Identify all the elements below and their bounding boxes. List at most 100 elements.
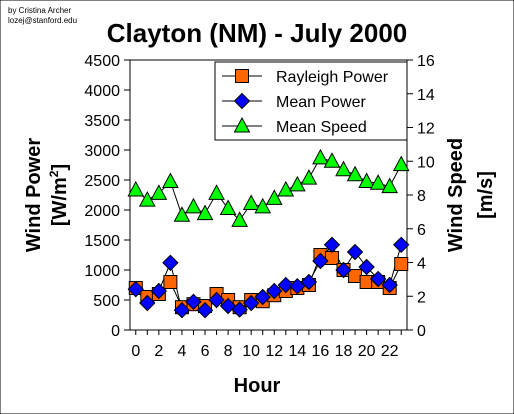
point-mean-power (289, 277, 306, 295)
point-rayleigh-power (163, 275, 178, 289)
credit-author: by Cristina Archer (8, 6, 71, 15)
x-tick-label: 4 (177, 343, 186, 360)
point-mean-speed (185, 197, 202, 214)
point-rayleigh-power (394, 257, 409, 271)
left-tick-label: 2000 (84, 203, 120, 220)
left-tick-label: 1000 (84, 263, 120, 280)
x-tick-label: 16 (312, 343, 330, 360)
left-tick-label: 500 (93, 293, 120, 310)
right-axis-ticks: 0 2 4 6 8 10 12 14 16 (407, 53, 435, 340)
point-mean-speed (369, 174, 387, 190)
point-mean-power (312, 252, 329, 270)
left-tick-label: 0 (111, 323, 120, 340)
point-mean-power (162, 254, 179, 272)
right-tick-label: 16 (417, 53, 435, 70)
point-mean-power (277, 276, 295, 294)
point-mean-speed (265, 189, 283, 205)
point-mean-speed (219, 199, 237, 215)
point-mean-speed (242, 194, 260, 210)
point-mean-power (369, 270, 387, 288)
right-tick-label: 12 (417, 121, 435, 138)
point-mean-power (242, 294, 260, 312)
point-mean-speed (173, 206, 191, 222)
left-axis-label: Wind Power (23, 138, 45, 252)
legend-label-rayleigh-power: Rayleigh Power (276, 69, 389, 86)
x-tick-label: 2 (154, 343, 163, 360)
point-mean-power (139, 294, 156, 312)
point-mean-power (208, 291, 225, 309)
right-tick-label: 14 (417, 87, 435, 104)
point-mean-speed (277, 180, 295, 197)
point-mean-speed (300, 169, 318, 185)
point-mean-speed (231, 211, 248, 227)
point-mean-speed (335, 160, 352, 177)
right-tick-label: 8 (417, 188, 426, 205)
point-mean-speed (196, 204, 214, 221)
point-mean-power (323, 236, 341, 254)
right-axis-unit: [m/s] (475, 171, 497, 219)
right-tick-label: 6 (417, 222, 426, 239)
left-tick-label: 1500 (84, 233, 120, 250)
point-mean-speed (346, 165, 364, 182)
legend: Rayleigh Power Mean Power Mean Speed (214, 61, 408, 141)
point-mean-power (346, 243, 364, 261)
chart-title: Clayton (NM) - July 2000 (107, 18, 408, 48)
point-mean-speed (312, 148, 329, 165)
point-mean-speed (254, 197, 272, 214)
point-mean-power (393, 236, 410, 254)
left-axis-unit: [W/m2] (47, 164, 71, 226)
point-mean-speed (208, 184, 225, 200)
left-tick-label: 4500 (84, 53, 120, 70)
legend-items: Rayleigh Power Mean Power Mean Speed (222, 69, 389, 136)
right-axis-label: Wind Speed (445, 138, 467, 252)
point-mean-power (231, 301, 248, 318)
x-tick-label: 0 (131, 343, 140, 360)
point-mean-speed (162, 172, 179, 188)
point-mean-power (196, 301, 214, 319)
point-mean-speed (358, 172, 375, 188)
point-mean-power (335, 261, 352, 279)
legend-marker-rayleigh-power (235, 69, 249, 83)
x-axis-label: Hour (234, 375, 281, 397)
point-mean-power (150, 282, 168, 300)
x-axis-ticks: 0 2 4 6 8 10 12 14 16 18 20 22 (131, 330, 402, 360)
x-tick-label: 6 (201, 343, 210, 360)
right-tick-label: 4 (417, 256, 426, 273)
x-tick-label: 14 (288, 343, 306, 360)
point-rayleigh-power (324, 251, 339, 265)
point-mean-power (173, 301, 191, 319)
x-tick-label: 8 (224, 343, 233, 360)
left-tick-label: 3000 (84, 143, 120, 160)
right-tick-label: 10 (417, 154, 435, 171)
left-tick-label: 2500 (84, 173, 120, 190)
point-mean-speed (392, 155, 410, 172)
x-tick-label: 18 (335, 343, 353, 360)
point-mean-speed (381, 177, 399, 194)
right-tick-label: 2 (417, 289, 426, 306)
x-tick-label: 20 (358, 343, 376, 360)
point-mean-power (381, 276, 398, 294)
x-tick-label: 22 (381, 343, 399, 360)
point-mean-power (127, 280, 144, 298)
legend-marker-mean-power (233, 92, 251, 110)
point-mean-power (358, 258, 375, 276)
point-mean-speed (127, 180, 145, 197)
x-tick-label: 12 (265, 343, 283, 360)
x-tick-label: 10 (242, 343, 260, 360)
series-markers (127, 148, 410, 319)
right-tick-label: 0 (417, 323, 426, 340)
point-mean-power (254, 288, 271, 306)
point-mean-power (266, 282, 283, 300)
left-tick-label: 4000 (84, 83, 120, 100)
legend-label-mean-power: Mean Power (276, 94, 366, 111)
left-tick-label: 3500 (84, 113, 120, 130)
point-mean-power (300, 273, 318, 291)
point-mean-speed (150, 184, 168, 200)
point-mean-power (185, 293, 202, 311)
left-axis-ticks: 0 500 1000 1500 2000 2500 3000 3500 4000 4500 (84, 53, 130, 340)
legend-marker-mean-speed (233, 116, 251, 133)
point-mean-speed (323, 152, 341, 168)
legend-label-mean-speed: Mean Speed (276, 119, 367, 136)
